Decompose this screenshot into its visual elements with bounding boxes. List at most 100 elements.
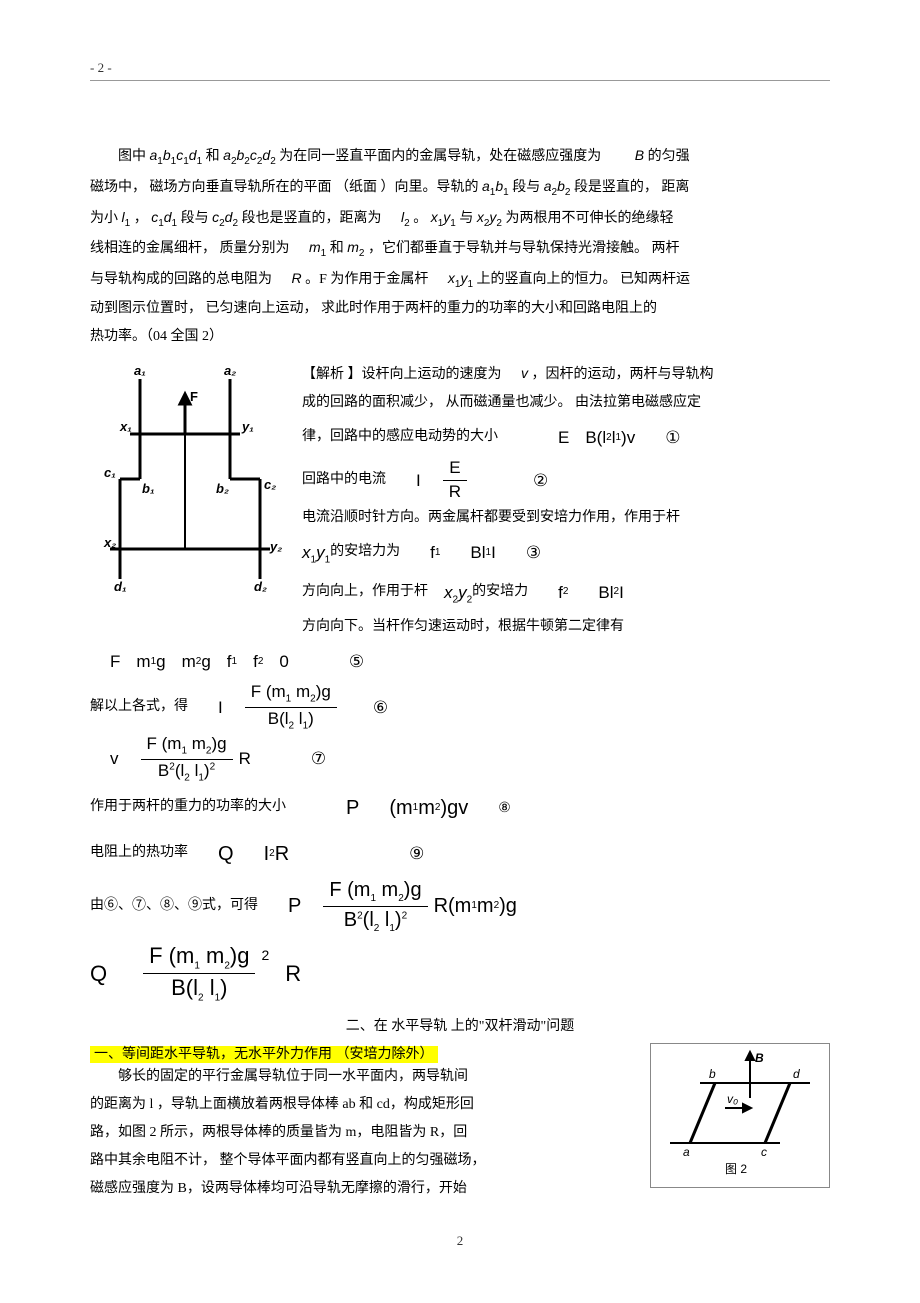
figure-1: a₁ a₂ F x₁ y₁ b₁ b₂ c₁ c₂ x₂ y₂ d₁ d₂: [90, 359, 290, 604]
fig1-x1: x₁: [119, 419, 132, 434]
t: 磁感应强度为 B，设两导体棒均可沿导轨无摩擦的滑行，开始: [90, 1181, 467, 1196]
fig1-c1: c₁: [104, 465, 116, 480]
t: m: [309, 239, 321, 255]
t: x: [302, 543, 311, 562]
eq9: 电阻上的热功率 Q I2R ⑨: [90, 832, 830, 876]
t: 解以上各式，得: [90, 692, 188, 723]
intro-p2: 磁场中， 磁场方向垂直导轨所在的平面 （纸面 ）向里。导轨的 a1b1 段与 a…: [90, 172, 830, 203]
t: 的安培力为: [330, 537, 400, 568]
t: 1: [467, 279, 473, 290]
t: 动到图示位置时， 已匀速向上运动， 求此时作用于两杆的重力的功率的大小和回路电阻…: [90, 301, 657, 316]
sol-p3: 律，回路中的感应电动势的大小 E B(l2 l1)v ①: [302, 419, 830, 456]
t: E: [558, 419, 569, 456]
eq11: Q F (m1 m2)g B(l2 l1) 2 R: [90, 943, 830, 1005]
t: P: [288, 884, 301, 928]
t: x: [477, 209, 484, 225]
t: a: [482, 178, 490, 194]
t: 上的竖直向上的恒力。 已知两杆运: [477, 272, 691, 287]
t: 为小: [90, 211, 122, 226]
t: Bl: [598, 574, 613, 611]
t: )g: [316, 682, 331, 701]
t: B: [344, 909, 357, 931]
t: 2: [258, 651, 264, 673]
t: I: [416, 462, 421, 499]
t: x: [431, 209, 438, 225]
t: 2: [565, 187, 571, 198]
t: l: [204, 975, 215, 1000]
sol-p8: 方向向下。当杆作匀速运动时，根据牛顿第二定律有: [302, 613, 830, 641]
t: R: [292, 270, 302, 286]
t: ⑧: [498, 792, 511, 823]
t: m: [182, 643, 196, 680]
fig1-d2: d₂: [254, 579, 267, 594]
t: 1: [197, 156, 203, 167]
t: 路，如图 2 所示，两根导体棒的质量皆为 m，电阻皆为 R，回: [90, 1125, 467, 1140]
t: l: [294, 709, 303, 728]
t: 2: [232, 217, 238, 228]
eq4: 方向向上，作用于杆 x2y2 的安培力 f2 Bl2I: [302, 574, 830, 611]
t: 段与: [512, 180, 544, 195]
t: 2: [404, 217, 410, 228]
t: ): [220, 975, 227, 1000]
eq2: 回路中的电流 I ER ②: [302, 458, 830, 502]
eq10: 由⑥、⑦、⑧、⑨式，可得 P F (m1 m2)g B2(l2 l1)2 R(m…: [90, 878, 830, 935]
t: 。: [413, 211, 427, 226]
t: 段也是竖直的，距离为: [242, 211, 382, 226]
t: x: [444, 583, 453, 602]
t: 的安培力: [472, 577, 528, 608]
intro-p4: 线相连的金属细杆， 质量分别为 m1 和 m2 ，它们都垂直于导轨并与导轨保持光…: [90, 233, 830, 264]
footer-page-num: 2: [90, 1233, 830, 1249]
t: ，: [134, 211, 152, 226]
t: 和: [206, 149, 224, 164]
t: ⑨: [409, 835, 424, 872]
s2-p2: 的距离为 l ，导轨上面横放着两根导体棒 ab 和 cd，构成矩形回: [90, 1091, 638, 1119]
t: y: [458, 583, 467, 602]
t: 作用于两杆的重力的功率的大小: [90, 792, 286, 823]
intro-p5: 与导轨构成的回路的总电阻为 R 。F 为作用于金属杆 x1y1 上的竖直向上的恒…: [90, 264, 830, 295]
t: 和: [330, 241, 348, 256]
t: m: [187, 734, 206, 753]
eq7: v F (m1 m2)g B2(l2 l1)2 R ⑦: [110, 734, 830, 784]
t: 一、等间距水平导轨，无水平外力作用 （安培力除外）: [90, 1046, 438, 1063]
t: v: [110, 740, 119, 777]
t: ③: [526, 534, 541, 571]
t: 的距离为 l ，导轨上面横放着两根导体棒 ab 和 cd，构成矩形回: [90, 1097, 474, 1112]
t: R(m: [434, 884, 472, 928]
t: 2: [496, 217, 502, 228]
eq3: x1y1 的安培力为 f1 Bl1I ③: [302, 534, 830, 571]
section2-title: 二、在 水平导轨 上的"双杆滑动"问题: [90, 1015, 830, 1035]
t: ⑤: [349, 643, 364, 680]
t: 2: [270, 156, 276, 167]
t: 1: [321, 248, 327, 259]
t: 2: [261, 940, 269, 971]
t: E: [443, 458, 466, 480]
fig1-d1: d₁: [114, 579, 127, 594]
t: P: [346, 786, 359, 830]
t: (l: [363, 909, 374, 931]
t: F (m: [329, 879, 370, 901]
t: B: [158, 761, 169, 780]
fig2-b: b: [709, 1067, 716, 1081]
t: 与: [459, 211, 477, 226]
t: 线相连的金属细杆， 质量分别为: [90, 241, 290, 256]
t: 热功率。（04 全国 2）: [90, 329, 223, 344]
t: 成的回路的面积减少， 从而磁通量也减少。 由法拉第电磁感应定: [302, 395, 701, 410]
t: 1: [172, 217, 178, 228]
t: 图中: [118, 149, 150, 164]
t: )g: [211, 734, 226, 753]
t: Bl: [470, 534, 485, 571]
t: 由⑥、⑦、⑧、⑨式，可得: [90, 891, 258, 922]
t: 1: [450, 217, 456, 228]
t: F (m: [149, 943, 194, 968]
section2-highlight: 一、等间距水平导轨，无水平外力作用 （安培力除外）: [90, 1043, 638, 1063]
t: m: [418, 786, 435, 830]
t: y: [316, 543, 325, 562]
s2-p3: 路，如图 2 所示，两根导体棒的质量皆为 m，电阻皆为 R，回: [90, 1119, 638, 1147]
fig1-y2: y₂: [269, 539, 282, 554]
eq5: F m1g m2g f1 f2 0 ⑤: [110, 643, 830, 680]
t: 2: [457, 1233, 464, 1248]
t: F: [110, 643, 120, 680]
intro-p1: 图中 a1b1c1d1 和 a2b2c2d2 为在同一竖直平面内的金属导轨，处在…: [90, 141, 830, 172]
s2-p4: 路中其余电阻不计， 整个导体平面内都有竖直向上的匀强磁场，: [90, 1147, 638, 1175]
t: ，它们都垂直于导轨并与导轨保持光滑接触。 两杆: [368, 241, 680, 256]
